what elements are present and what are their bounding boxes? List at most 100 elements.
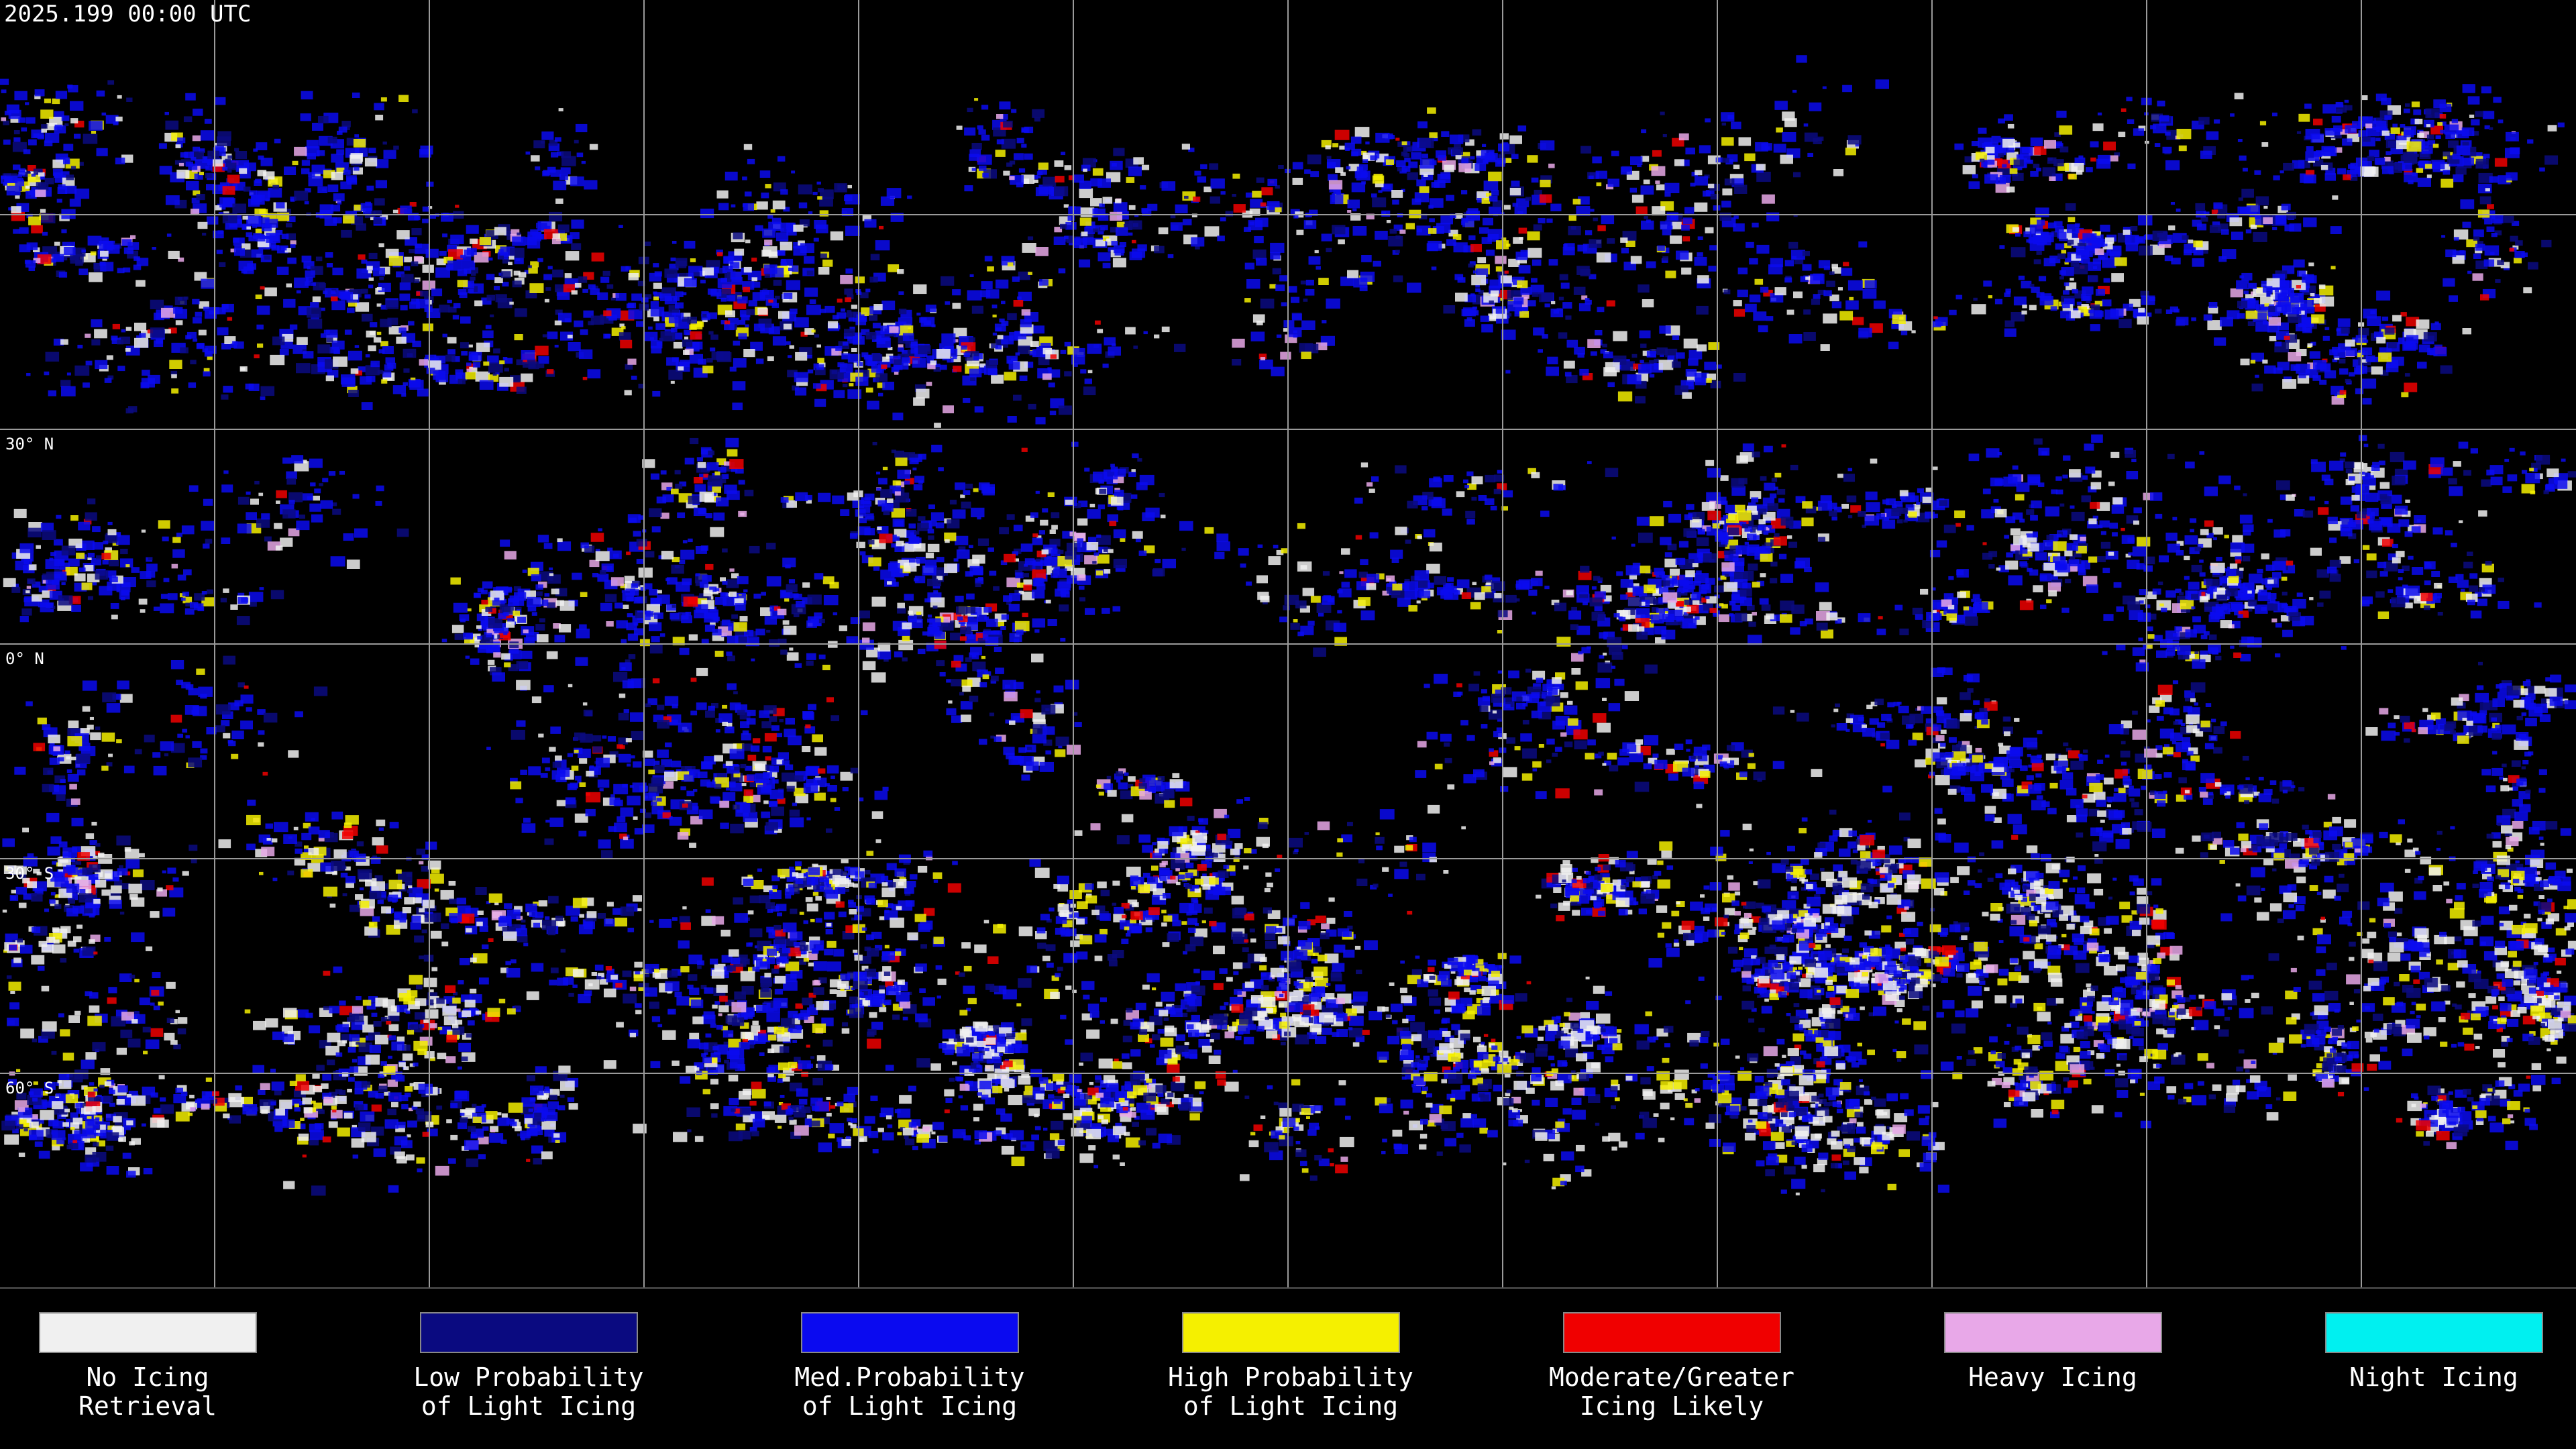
icing-patch (1354, 497, 1363, 504)
icing-patch (1293, 619, 1298, 623)
icing-patch (1147, 203, 1158, 211)
icing-patch (1582, 601, 1588, 606)
icing-patch (1310, 596, 1321, 603)
icing-patch (1527, 300, 1536, 307)
icing-patch (1891, 508, 1902, 516)
icing-patch (2363, 116, 2369, 120)
icing-patch (2462, 84, 2475, 93)
icing-patch (1238, 548, 1249, 556)
icing-patch (1336, 191, 1342, 195)
icing-patch (2274, 289, 2279, 292)
icing-patch (2056, 111, 2067, 118)
icing-patch (780, 259, 786, 263)
icing-patch (2221, 229, 2229, 235)
icing-patch (1423, 174, 1428, 177)
icing-patch (2013, 297, 2027, 306)
icing-patch (96, 148, 108, 156)
icing-patch (928, 526, 932, 529)
icing-patch (1734, 184, 1748, 194)
icing-patch (847, 294, 854, 300)
icing-patch (23, 149, 31, 154)
icing-patch (1721, 122, 1726, 126)
icing-patch (353, 139, 366, 148)
icing-patch (992, 314, 997, 318)
icing-patch (354, 528, 368, 538)
icing-patch (54, 124, 62, 130)
icing-patch (746, 309, 755, 315)
icing-patch (2022, 305, 2027, 309)
icing-patch (366, 266, 373, 270)
icing-patch (2177, 645, 2191, 655)
icing-patch (2094, 231, 2100, 236)
icing-patch (2377, 443, 2385, 449)
icing-patch (723, 256, 734, 264)
icing-patch (1595, 678, 1611, 688)
icing-patch (2102, 258, 2116, 268)
icing-patch (1031, 653, 1044, 663)
icing-patch (1665, 270, 1676, 278)
icing-patch (633, 531, 641, 537)
icing-patch (748, 300, 757, 307)
icing-patch (306, 140, 319, 149)
icing-patch (2057, 231, 2067, 239)
icing-patch (99, 261, 106, 266)
icing-patch (1971, 304, 1986, 315)
icing-patch (302, 349, 307, 352)
icing-patch (2103, 614, 2114, 621)
icing-patch (1563, 360, 1575, 369)
icing-patch (1697, 236, 1703, 240)
icing-patch (1249, 208, 1260, 216)
icing-patch (191, 209, 200, 215)
icing-patch (1058, 405, 1072, 415)
icing-patch (2178, 145, 2187, 152)
icing-patch (1486, 580, 1492, 585)
icing-patch (1571, 606, 1577, 612)
icing-patch (778, 311, 790, 319)
icing-patch (1035, 417, 1046, 425)
icing-patch (314, 488, 321, 494)
icing-patch (2242, 555, 2251, 561)
icing-patch (341, 229, 352, 238)
icing-patch (1507, 313, 1512, 317)
icing-patch (387, 362, 396, 369)
icing-patch (474, 300, 483, 307)
icing-patch (194, 173, 203, 180)
icing-patch (358, 254, 366, 260)
icing-patch (941, 333, 956, 343)
icing-patch (2392, 543, 2398, 549)
icing-patch (1322, 571, 1330, 576)
icing-patch (1225, 211, 1234, 217)
icing-patch (233, 248, 245, 256)
icing-patch (1111, 241, 1118, 246)
icing-patch (280, 246, 287, 251)
icing-patch (1987, 159, 1995, 165)
icing-patch (725, 310, 735, 318)
icing-patch (465, 372, 476, 380)
icing-patch (1899, 507, 1909, 514)
icing-patch (257, 170, 267, 176)
icing-patch (1501, 237, 1507, 241)
icing-patch (1576, 266, 1590, 275)
icing-patch (198, 329, 207, 335)
icing-patch (939, 672, 946, 677)
icing-patch (2367, 316, 2381, 326)
icing-patch (2307, 362, 2318, 370)
icing-patch (971, 305, 983, 314)
icing-patch (1973, 297, 1978, 301)
icing-patch (1358, 572, 1368, 578)
icing-patch (2193, 248, 2204, 256)
icing-patch (2033, 164, 2040, 168)
icing-patch (1129, 251, 1142, 260)
icing-patch (1134, 214, 1139, 217)
icing-patch (1393, 224, 1403, 231)
icing-patch (381, 379, 388, 384)
icing-patch (2477, 209, 2490, 218)
icing-patch (935, 364, 941, 368)
icing-patch (1664, 182, 1680, 193)
icing-patch (524, 637, 535, 645)
icing-patch (582, 288, 588, 293)
icing-patch (878, 478, 888, 485)
icing-patch (452, 315, 460, 320)
icing-patch (2480, 294, 2489, 301)
icing-patch (2363, 367, 2371, 373)
